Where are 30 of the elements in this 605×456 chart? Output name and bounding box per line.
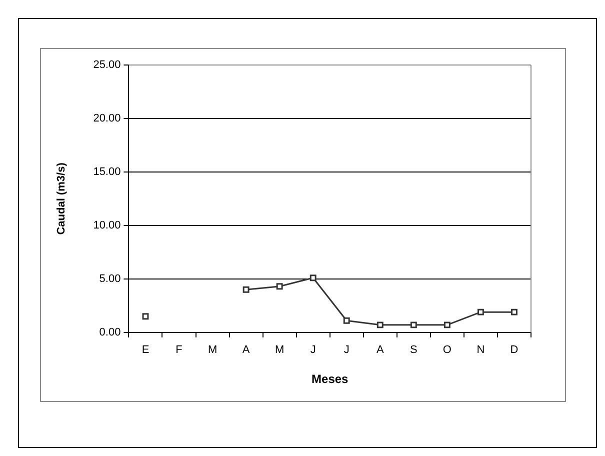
x-tick-label: N xyxy=(476,344,485,356)
x-tick-label: J xyxy=(344,344,350,356)
x-tick-label: O xyxy=(442,344,452,356)
y-tick-label: 0.00 xyxy=(99,326,121,338)
x-tick-label: S xyxy=(410,344,418,356)
point xyxy=(511,308,518,316)
point xyxy=(444,322,450,328)
y-tick-label: 20.00 xyxy=(93,112,121,125)
x-tick-label: M xyxy=(274,344,284,356)
x-tick-label: A xyxy=(242,344,250,356)
point xyxy=(410,322,417,328)
point xyxy=(477,308,484,316)
y-tick-label: 5.00 xyxy=(99,272,121,285)
x-tick-label: A xyxy=(376,344,384,356)
x-tick-label: D xyxy=(510,344,518,356)
y-axis-title: Caudal (m3/s) xyxy=(56,162,68,235)
y-tick-label: 15.00 xyxy=(93,166,121,178)
x-tick-label: F xyxy=(176,344,183,356)
x-axis-title: Meses xyxy=(312,372,349,386)
point xyxy=(343,317,350,324)
x-tick-label: J xyxy=(310,344,316,356)
y-tick-label: 25.00 xyxy=(93,59,121,72)
point xyxy=(310,274,316,282)
point xyxy=(142,313,149,320)
point xyxy=(376,322,384,328)
point xyxy=(242,286,250,293)
point xyxy=(276,283,283,290)
y-tick-label: 10.00 xyxy=(93,219,121,232)
x-tick-label: E xyxy=(142,344,150,356)
x-tick-label: M xyxy=(208,344,218,356)
